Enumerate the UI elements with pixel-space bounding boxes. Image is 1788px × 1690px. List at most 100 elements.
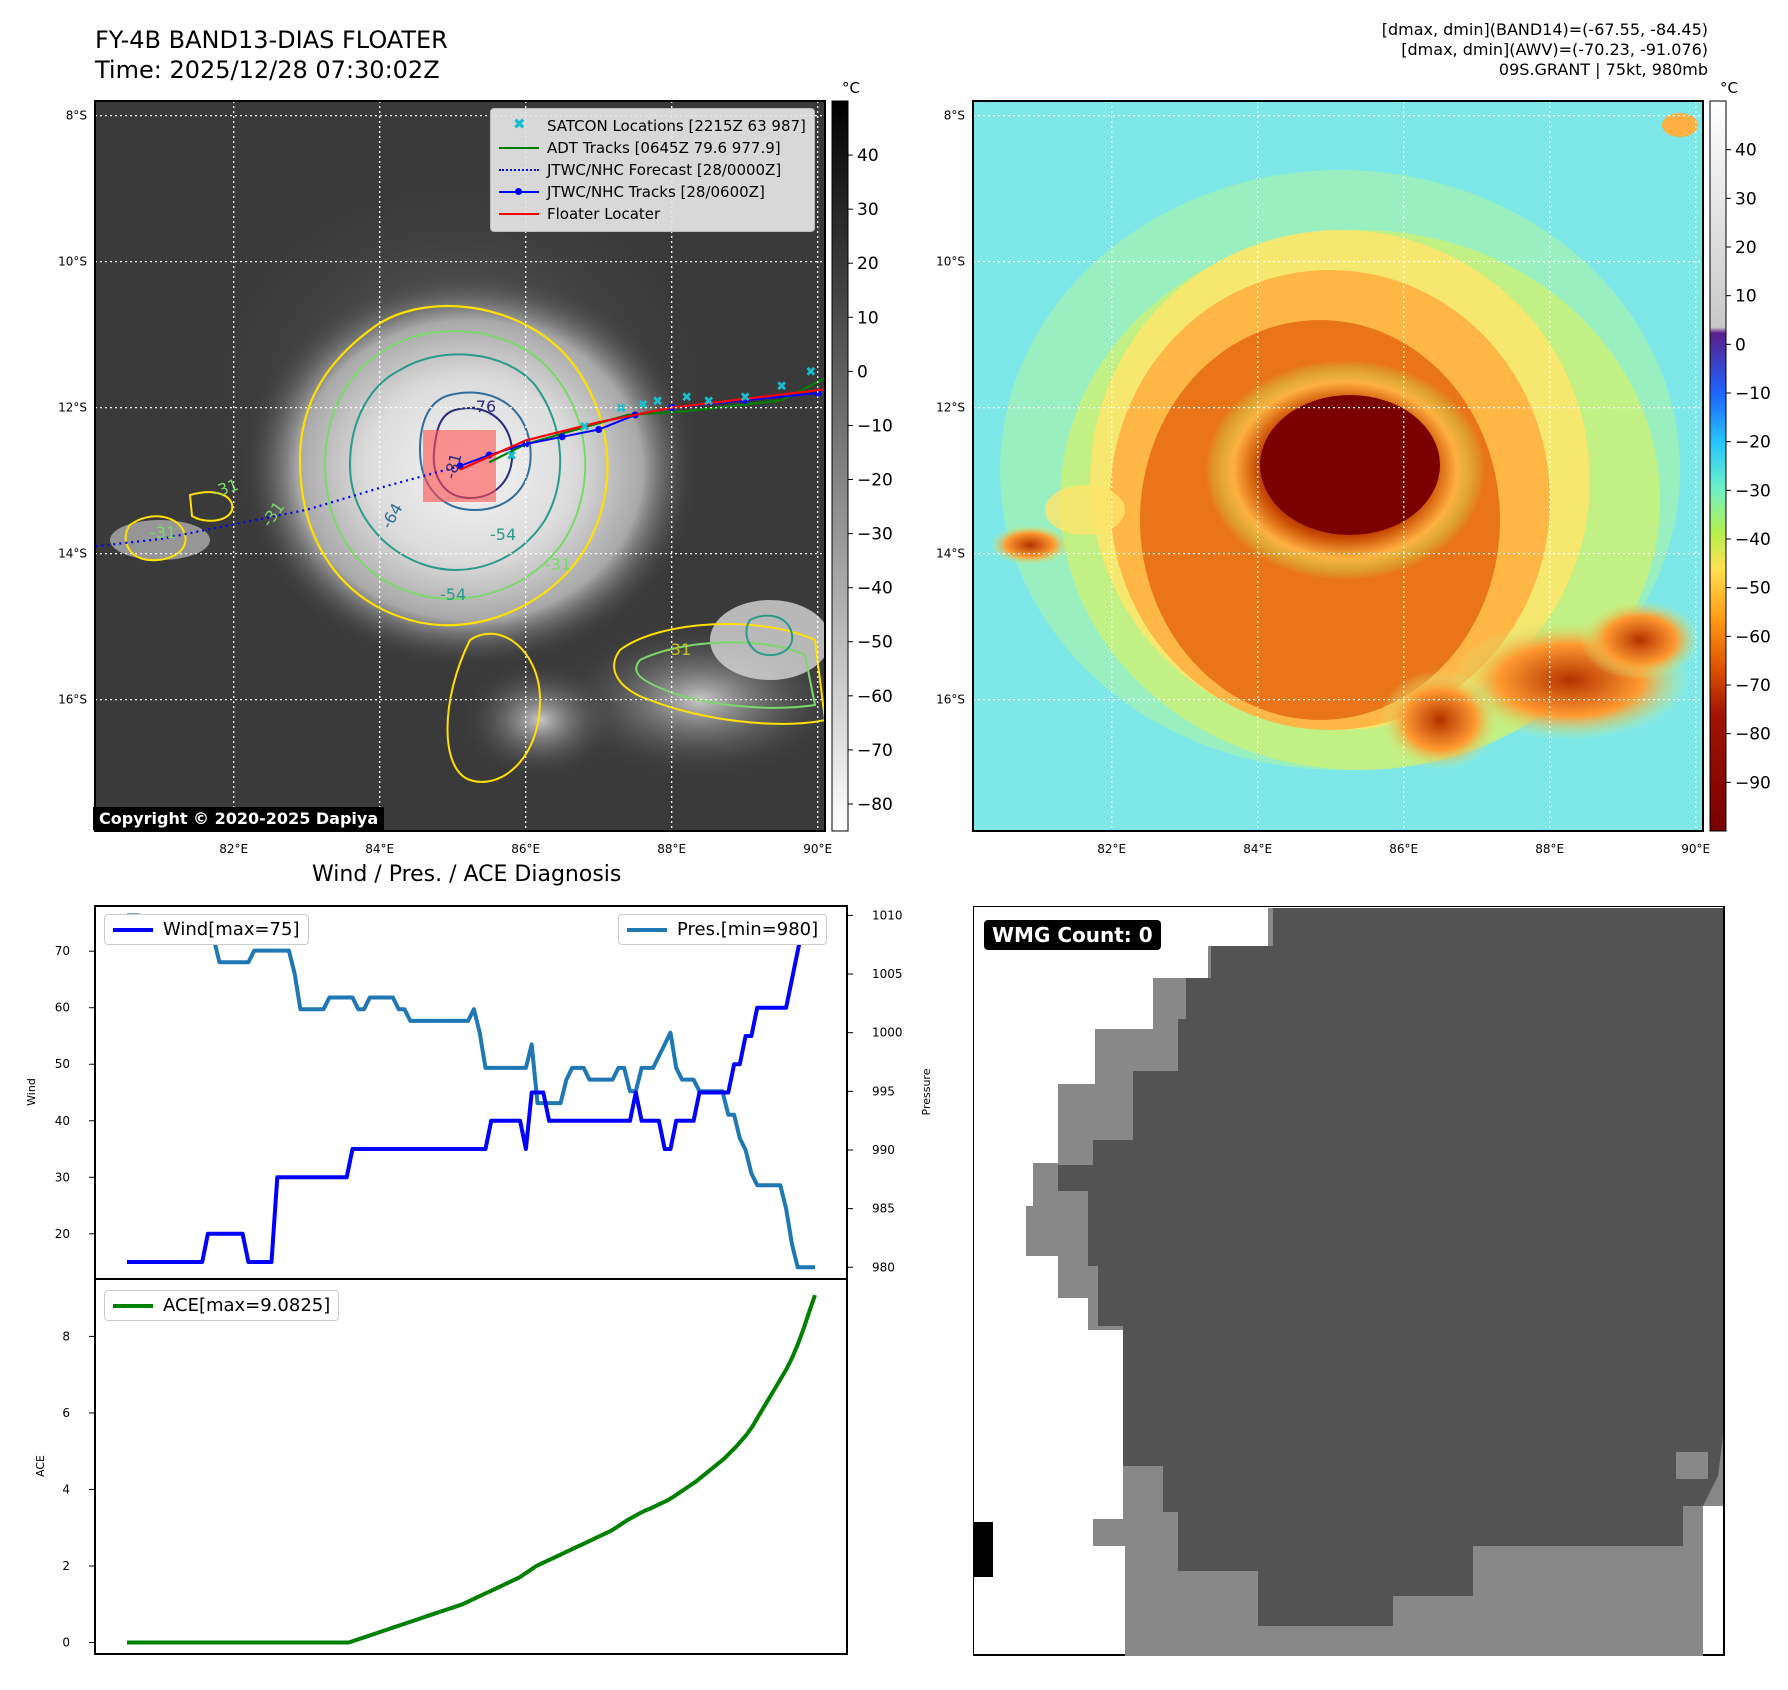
left-ir-map: ✖✖✖✖✖✖✖✖✖✖ -76 -81 -64 -54 -31 -31 -31 -… — [58, 79, 1771, 856]
figure-title-line2: Time: 2025/12/28 07:30:02Z — [95, 56, 440, 84]
colorbar-tick-label: −30 — [1735, 481, 1771, 501]
colorbar-tick-label: −10 — [1735, 384, 1771, 404]
contour-label: -31 — [665, 640, 691, 659]
jtwc-forecast-line — [95, 464, 461, 548]
lat-tick-label: 8°S — [66, 109, 87, 123]
left-colorbar-ticks: 40 30 20 10 0 −10 −20 −30 −40 −50 −60 −70 −80 — [848, 146, 893, 815]
colorbar-tick-label: 40 — [857, 146, 879, 166]
lat-tick-label: 16°S — [936, 693, 965, 707]
lon-tick-label: 90°E — [803, 842, 832, 856]
wind-tick-label: 30 — [55, 1170, 70, 1184]
satcon-marker-icon: ✖ — [513, 115, 526, 133]
wmg-inner-region — [1058, 908, 1723, 1626]
contour-label: -76 — [470, 397, 496, 416]
pressure-tick-label: 1005 — [872, 967, 903, 981]
lat-tick-label: 14°S — [936, 547, 965, 561]
contour-label: -31 — [545, 555, 571, 574]
right-colorbar-unit: °C — [1720, 79, 1738, 97]
satcon-marker: ✖ — [652, 394, 663, 409]
wmg-panel — [973, 906, 1725, 1656]
wind-series-line — [127, 921, 815, 1264]
pressure-tick-label: 980 — [872, 1260, 895, 1274]
legend-floater: Floater Locater — [499, 203, 806, 225]
legend-jtwc-tracks: JTWC/NHC Tracks [28/0600Z] — [499, 181, 806, 203]
adt-line-icon — [499, 141, 539, 155]
lat-tick-label: 10°S — [936, 255, 965, 269]
left-colorbar-unit: °C — [842, 79, 860, 97]
wmg-black-block — [973, 1522, 993, 1577]
ace-legend-line — [113, 1303, 153, 1308]
colorbar-tick-label: −40 — [857, 579, 893, 599]
colorbar-tick-label: −10 — [857, 416, 893, 436]
wind-tick-label: 50 — [55, 1057, 70, 1071]
ace-plot-frame — [94, 1278, 848, 1655]
right-colorbar — [1709, 100, 1727, 832]
awv-info: [dmax, dmin](AWV)=(-70.23, -91.076) — [1401, 40, 1708, 59]
satcon-marker: ✖ — [616, 402, 627, 417]
jtwc-track-point — [558, 433, 566, 441]
ace-tick-label: 8 — [62, 1329, 70, 1343]
ace-tick-label: 0 — [62, 1636, 70, 1650]
left-map-ticks: 8°S 10°S 12°S 14°S 16°S 82°E 84°E 86°E 88°E 90°E — [58, 109, 832, 856]
left-gridlines — [95, 101, 825, 831]
lat-tick-label: 12°S — [936, 401, 965, 415]
colorbar-tick-label: 0 — [857, 362, 868, 382]
pressure-legend: Pres.[min=980] — [618, 914, 828, 945]
lon-tick-label: 86°E — [511, 842, 540, 856]
series-layer — [127, 913, 817, 1645]
wind-tick-label: 40 — [55, 1114, 70, 1128]
right-gridlines — [973, 101, 1703, 831]
colorbar-tick-label: 0 — [1735, 335, 1746, 355]
lat-tick-label: 10°S — [58, 255, 87, 269]
wmg-count-label: WMG Count: 0 — [984, 920, 1161, 950]
lat-tick-label: 8°S — [944, 109, 965, 123]
contour-label: -31 — [150, 523, 176, 542]
satcon-marker: ✖ — [703, 394, 714, 409]
pressure-tick-label: 1000 — [872, 1026, 903, 1040]
track-layer: ✖✖✖✖✖✖✖✖✖✖ — [95, 365, 825, 548]
right-awv-field — [990, 113, 1700, 770]
intensity-info: [dmax, dmin](BAND14)=(-67.55, -84.45) [d… — [1382, 20, 1708, 80]
wmg-small-block — [1676, 1452, 1708, 1479]
legend-satcon: ✖ SATCON Locations [2215Z 63 987] — [499, 115, 806, 137]
floater-line-icon — [499, 207, 539, 221]
right-colorbar-ticks: 40 30 20 10 0 −10 −20 −30 −40 −50 −60 −70 −80 −90 — [1726, 141, 1771, 793]
colorbar-tick-label: −70 — [1735, 676, 1771, 696]
wind-tick-label: 70 — [55, 944, 70, 958]
pressure-axis: 980 985 990 995 1000 1005 1010 — [847, 908, 903, 1274]
satcon-marker: ✖ — [506, 449, 517, 464]
colorbar-tick-label: −50 — [857, 633, 893, 653]
lat-tick-label: 14°S — [58, 547, 87, 561]
colorbar-tick-label: −60 — [857, 687, 893, 707]
diagnosis-title: Wind / Pres. / ACE Diagnosis — [312, 862, 622, 887]
wind-axis: 20 30 40 50 60 70 — [55, 944, 95, 1241]
lon-tick-label: 88°E — [657, 842, 686, 856]
colorbar-tick-label: 40 — [1735, 141, 1757, 161]
colorbar-tick-label: −60 — [1735, 627, 1771, 647]
satcon-marker: ✖ — [638, 398, 649, 413]
colorbar-tick-label: 10 — [857, 308, 879, 328]
colorbar-tick-label: 20 — [857, 254, 879, 274]
lon-tick-label: 84°E — [365, 842, 394, 856]
colorbar-tick-label: −20 — [857, 471, 893, 491]
diagnosis-charts: 20 30 40 50 60 70 980 985 990 995 1000 1005 1010 0 2… — [25, 905, 933, 1655]
right-map-ticks: 8°S 10°S 12°S 14°S 16°S 82°E 84°E 86°E 88°E 90°E — [936, 109, 1710, 856]
copyright-label: Copyright © 2020-2025 Dapiya — [93, 807, 385, 830]
contour-label: -54 — [440, 585, 466, 604]
colorbar-tick-label: −50 — [1735, 579, 1771, 599]
colorbar-tick-label: 30 — [857, 200, 879, 220]
ace-legend: ACE[max=9.0825] — [104, 1290, 340, 1321]
lon-tick-label: 82°E — [1097, 842, 1126, 856]
ace-axis: 0 2 4 6 8 — [62, 1329, 95, 1650]
track-line-dot-icon — [499, 185, 539, 199]
ace-tick-label: 6 — [62, 1406, 70, 1420]
colorbar-tick-label: 30 — [1735, 189, 1757, 209]
jtwc-track-point — [595, 426, 603, 433]
pressure-tick-label: 1010 — [872, 908, 903, 922]
colorbar-tick-label: 10 — [1735, 287, 1757, 307]
lon-tick-label: 82°E — [219, 842, 248, 856]
colorbar-tick-label: −80 — [1735, 725, 1771, 745]
wind-tick-label: 20 — [55, 1227, 70, 1241]
figure-title-line1: FY-4B BAND13-DIAS FLOATER — [95, 26, 448, 54]
pressure-axis-label: Pressure — [920, 1068, 933, 1115]
